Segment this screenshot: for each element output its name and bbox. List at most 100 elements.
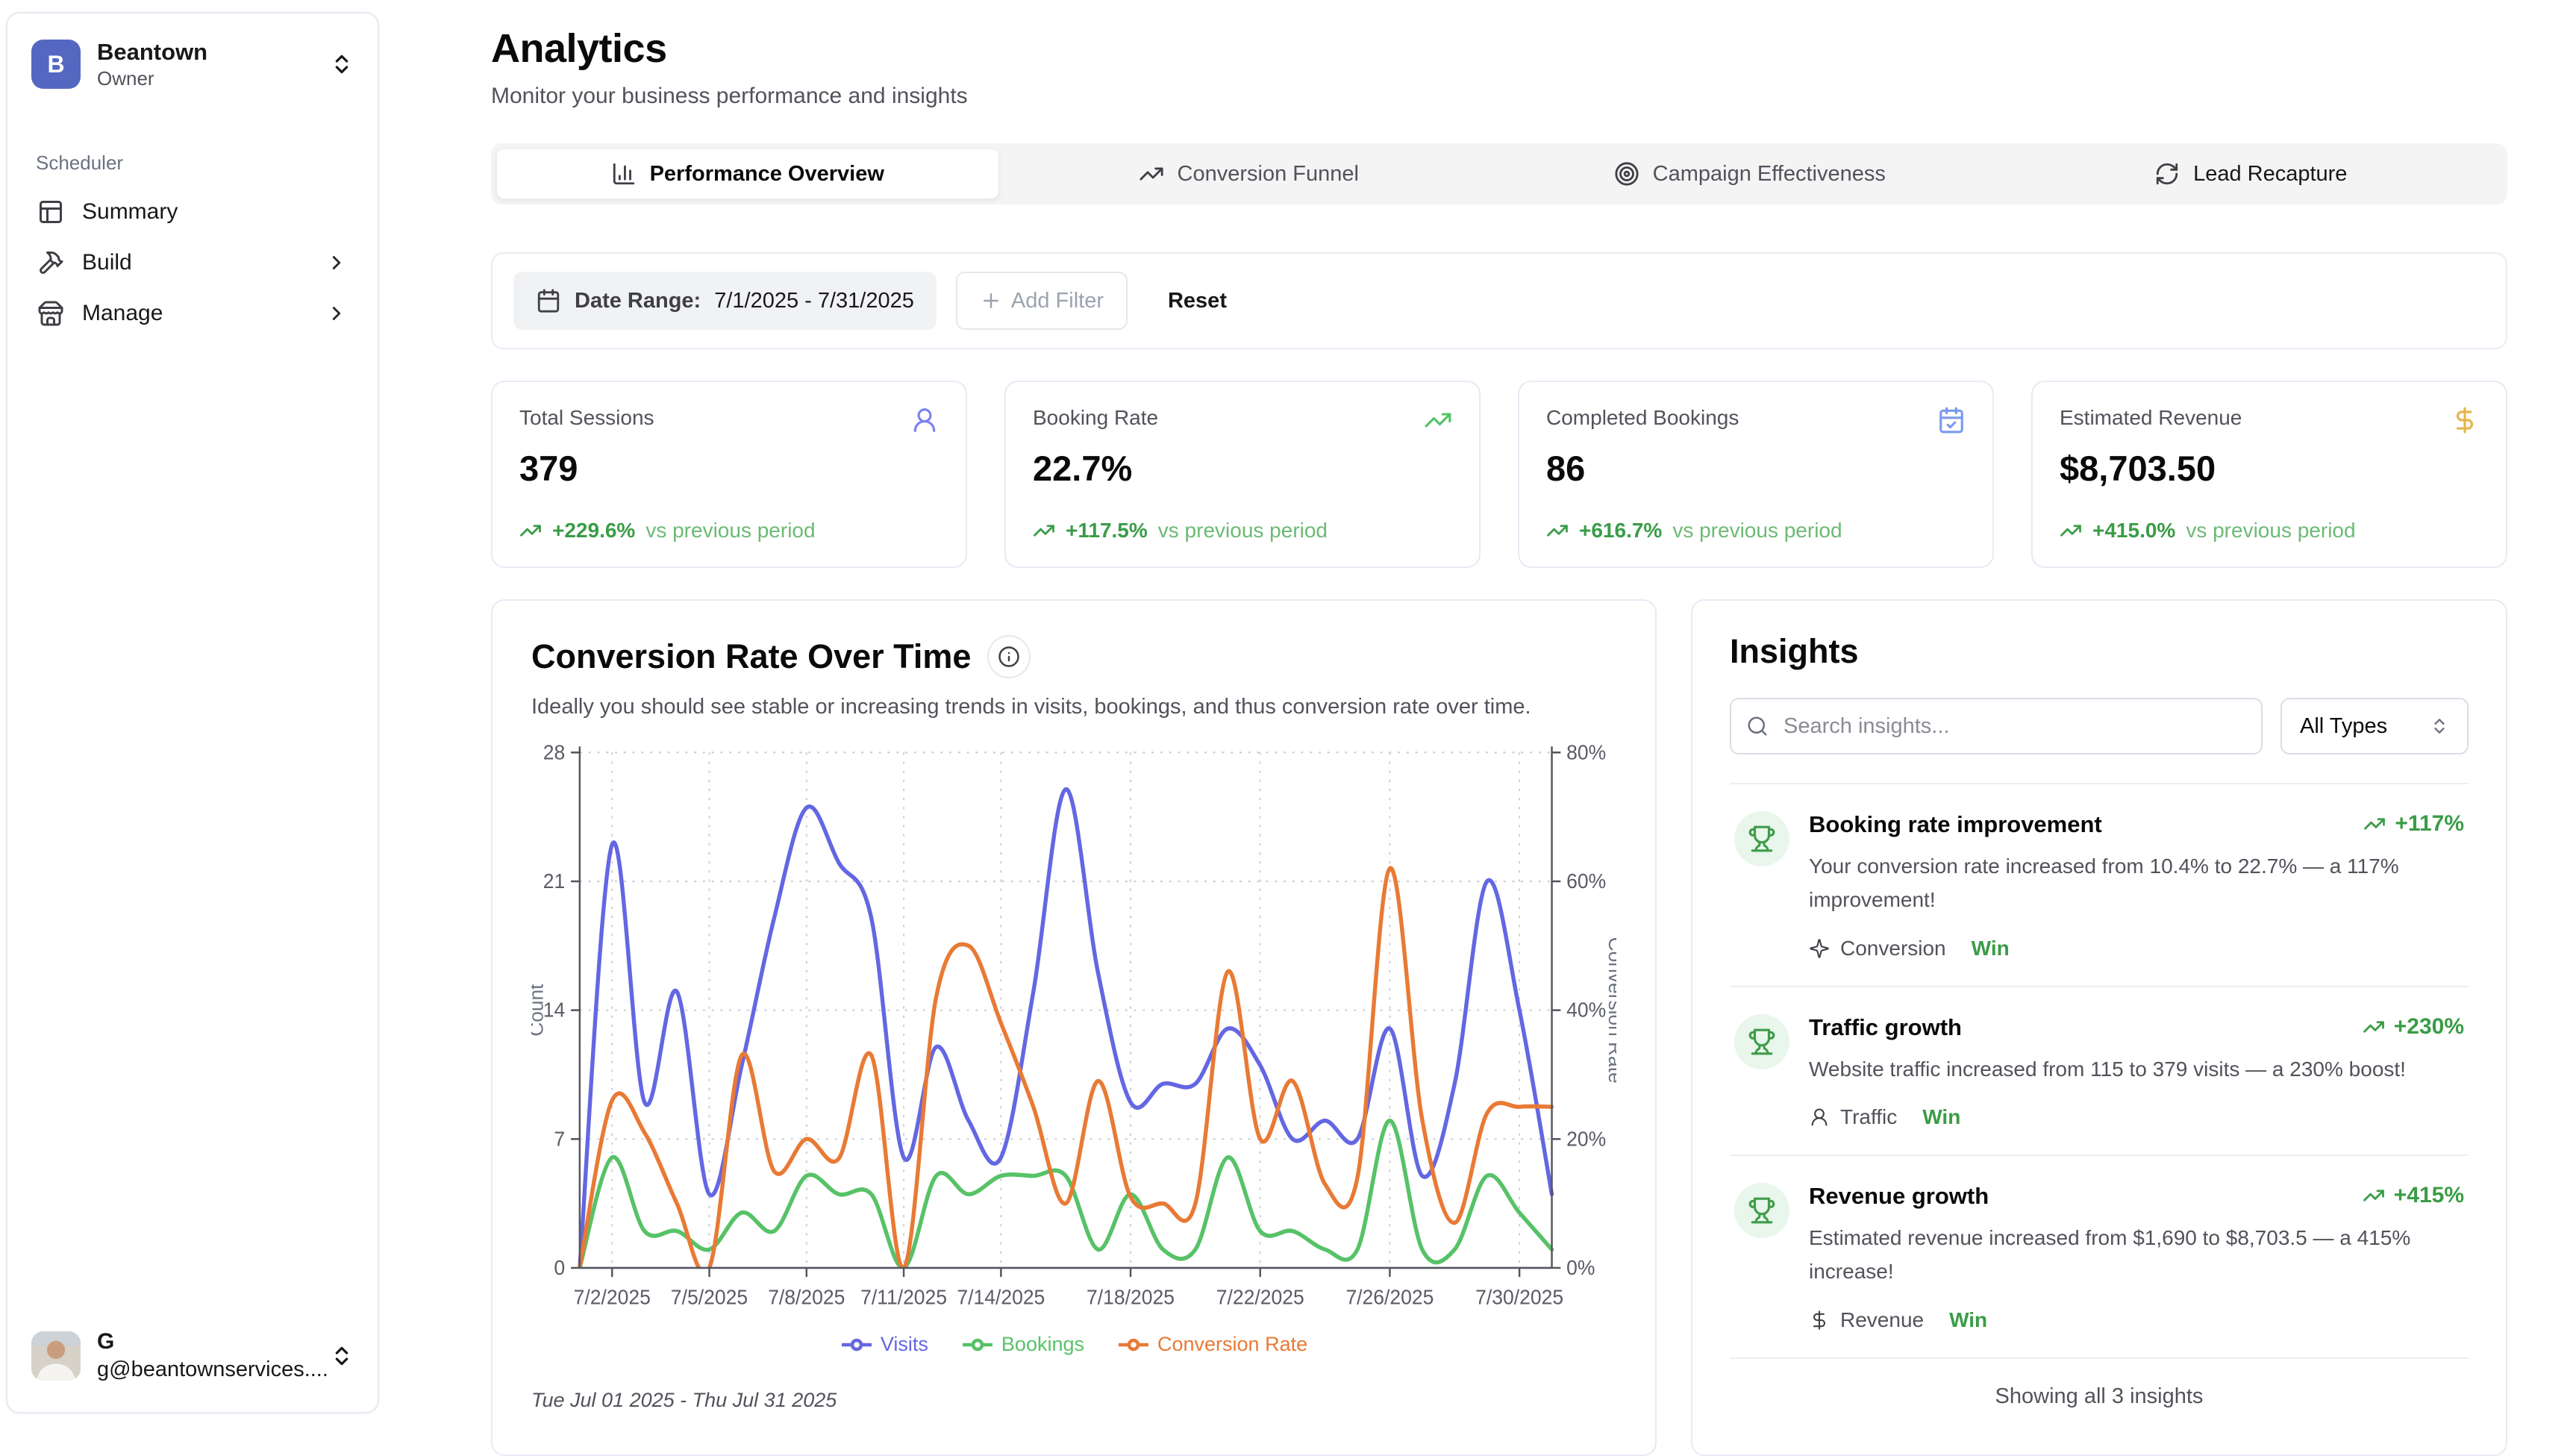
insight-change-badge: +415% [2363,1183,2464,1208]
type-filter-value: All Types [2300,713,2388,738]
stat-label: Completed Bookings [1546,406,1739,429]
trophy-icon [1748,825,1775,852]
stat-cards: Total Sessions 379 +229.6% vs previous p… [491,381,2507,568]
stat-change: +415.0% vs previous period [2060,519,2479,543]
stat-change-suffix: vs previous period [645,519,816,542]
legend-item-conversion-rate[interactable]: Conversion Rate [1117,1333,1307,1356]
insight-tag-label: Revenue [1840,1307,1925,1331]
tab-lead-recapture[interactable]: Lead Recapture [2001,149,2502,199]
sidebar-item-build[interactable]: Build [27,237,358,288]
refresh-icon [2156,163,2178,185]
page-subtitle: Monitor your business performance and in… [491,84,968,108]
insight-change: +117% [2395,811,2464,836]
tab-label: Performance Overview [649,161,884,186]
chevron-right-icon [332,255,341,269]
legend-item-bookings[interactable]: Bookings [961,1333,1084,1356]
insights-list: Booking rate improvement +117% Your conv… [1730,783,2469,1359]
svg-text:7/14/2025: 7/14/2025 [957,1286,1045,1308]
insight-item-traffic-growth[interactable]: Traffic growth +230% Website traffic inc… [1730,987,2469,1157]
legend-marker [1119,1338,1148,1351]
svg-text:7/5/2025: 7/5/2025 [671,1286,748,1308]
reset-button[interactable]: Reset [1163,288,1231,314]
user-menu[interactable]: G g@beantownservices.... [27,1322,358,1390]
insight-tag-label: Traffic [1840,1105,1898,1129]
user-name: G [97,1329,115,1354]
date-range-filter[interactable]: Date Range: 7/1/2025 - 7/31/2025 [513,272,937,330]
svg-text:7/26/2025: 7/26/2025 [1345,1286,1434,1308]
sidebar-item-manage[interactable]: Manage [27,288,358,339]
dollar-sign-icon [2456,407,2474,434]
svg-text:80%: 80% [1566,741,1606,763]
insight-description: Website traffic increased from 115 to 37… [1809,1057,2406,1081]
svg-text:Conversion Rate: Conversion Rate [1604,937,1616,1084]
tab-performance-overview[interactable]: Performance Overview [497,149,998,199]
legend-label: Bookings [1001,1333,1084,1355]
svg-text:14: 14 [543,999,566,1021]
tab-conversion-funnel[interactable]: Conversion Funnel [998,149,1500,199]
user-photo [31,1331,81,1381]
trending-up-icon [2060,525,2081,537]
sidebar-item-label: Summary [82,199,178,224]
target-icon [1615,162,1639,186]
workspace-role: Owner [97,66,154,90]
insight-item-booking-rate[interactable]: Booking rate improvement +117% Your conv… [1730,784,2469,987]
store-icon [38,301,63,326]
main-content: Analytics Monitor your business performa… [379,0,2576,1456]
insight-description: Your conversion rate increased from 10.4… [1809,854,2399,911]
trending-up-icon [1547,525,1568,537]
svg-text:7/8/2025: 7/8/2025 [768,1286,845,1308]
add-filter-label: Add Filter [1010,288,1104,313]
dollar-sign-icon [1813,1310,1826,1330]
insight-item-revenue-growth[interactable]: Revenue growth +415% Estimated revenue i… [1730,1156,2469,1359]
sidebar: B Beantown Owner Scheduler Summary Build… [0,0,379,1427]
stat-change-suffix: vs previous period [1157,519,1328,542]
workspace-avatar: B [31,40,81,90]
stat-value: 22.7% [1033,449,1133,488]
search-input[interactable] [1730,698,2263,754]
insight-change: +415% [2393,1183,2464,1208]
legend-marker [962,1338,992,1351]
filter-bar: Date Range: 7/1/2025 - 7/31/2025 Add Fil… [491,252,2507,349]
insight-title: Revenue growth [1809,1183,1989,1210]
trending-up-icon [1139,167,1163,181]
legend-marker [841,1338,872,1351]
stat-label: Total Sessions [519,406,654,429]
stat-change-pct: +415.0% [2092,519,2176,542]
trending-up-icon [520,525,541,537]
insight-change-badge: +230% [2363,1014,2464,1040]
chart-legend: Visits Bookings Conv [531,1333,1616,1356]
type-filter-select[interactable]: All Types [2280,698,2469,754]
stat-change-suffix: vs previous period [1672,519,1842,542]
tab-label: Lead Recapture [2193,161,2348,186]
info-button[interactable] [987,635,1031,678]
stat-label: Booking Rate [1033,406,1159,429]
user-info: G g@beantownservices.... [97,1329,328,1382]
page-title: Analytics [491,26,667,71]
legend-item-visits[interactable]: Visits [840,1333,928,1356]
tab-campaign-effectiveness[interactable]: Campaign Effectiveness [1499,149,2001,199]
sidebar-item-summary[interactable]: Summary [27,187,358,237]
svg-text:7/22/2025: 7/22/2025 [1216,1286,1304,1308]
svg-text:21: 21 [543,870,565,893]
svg-text:Count: Count [531,984,548,1037]
insight-tag-revenue: Revenue [1809,1308,1924,1332]
workspace-switcher[interactable]: B Beantown Owner [27,33,358,96]
svg-text:7/18/2025: 7/18/2025 [1087,1286,1175,1308]
calendar-check-icon [1939,407,1963,434]
legend-label: Conversion Rate [1157,1333,1308,1355]
trophy-icon [1748,1197,1775,1224]
chevrons-up-down-icon [335,1346,348,1365]
user-round-icon [913,408,936,432]
add-filter-button[interactable]: Add Filter [955,272,1128,330]
trophy-badge [1734,811,1789,866]
stat-value: $8,703.50 [2060,449,2216,488]
trending-up-icon [2363,1020,2384,1033]
stat-card-completed-bookings: Completed Bookings 86 +616.7% vs previou… [1518,381,1994,568]
insight-title: Traffic growth [1809,1013,1962,1040]
trending-up-icon [2363,1190,2384,1202]
stat-label: Estimated Revenue [2060,406,2242,429]
hammer-icon [40,251,63,274]
chart-subtitle: Ideally you should see stable or increas… [531,695,1531,719]
tab-label: Conversion Funnel [1177,161,1359,186]
svg-text:20%: 20% [1566,1128,1606,1150]
